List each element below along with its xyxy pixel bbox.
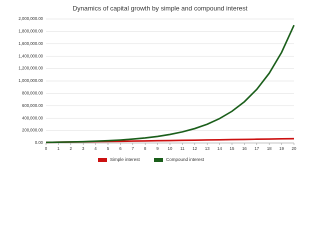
x-tick-label: 19 — [279, 146, 284, 151]
chart-title: Dynamics of capital growth by simple and… — [73, 6, 248, 13]
y-tick-label: 800,000.00 — [22, 91, 44, 96]
y-tick-label: 200,000.00 — [22, 128, 44, 133]
x-tick-label: 12 — [192, 146, 197, 151]
x-tick-label: 7 — [132, 146, 135, 151]
x-tick-label: 3 — [82, 146, 85, 151]
y-tick-label: 400,000.00 — [22, 115, 44, 120]
x-tick-label: 4 — [94, 146, 97, 151]
x-tick-label: 18 — [267, 146, 272, 151]
x-tick-label: 20 — [292, 146, 297, 151]
series-line — [45, 24, 295, 144]
x-tick-label: 16 — [242, 146, 247, 151]
legend-label: Compound interest — [166, 157, 205, 162]
legend-label: Simple interest — [110, 157, 141, 162]
x-tick-label: 15 — [230, 146, 235, 151]
y-tick-label: 1,600,000.00 — [19, 41, 44, 46]
x-tick-label: 5 — [107, 146, 110, 151]
y-tick-label: 1,000,000.00 — [19, 78, 44, 83]
legend-swatch — [154, 158, 163, 162]
chart: Dynamics of capital growth by simple and… — [19, 6, 297, 162]
legend-swatch — [98, 158, 107, 162]
x-tick-label: 0 — [45, 146, 48, 151]
y-tick-label: 2,000,000.00 — [19, 16, 44, 21]
x-tick-label: 9 — [156, 146, 159, 151]
x-tick-label: 14 — [217, 146, 222, 151]
x-tick-label: 8 — [144, 146, 147, 151]
x-tick-label: 6 — [119, 146, 122, 151]
y-tick-label: 1,800,000.00 — [19, 29, 44, 34]
x-tick-label: 13 — [205, 146, 210, 151]
y-tick-label: 1,400,000.00 — [19, 53, 44, 58]
x-tick-label: 11 — [180, 146, 185, 151]
y-tick-label: 0.00 — [35, 140, 44, 145]
x-tick-label: 1 — [57, 146, 60, 151]
y-tick-label: 600,000.00 — [22, 103, 44, 108]
x-tick-label: 2 — [70, 146, 73, 151]
x-tick-label: 10 — [168, 146, 173, 151]
x-tick-label: 17 — [254, 146, 259, 151]
y-tick-label: 1,200,000.00 — [19, 66, 44, 71]
